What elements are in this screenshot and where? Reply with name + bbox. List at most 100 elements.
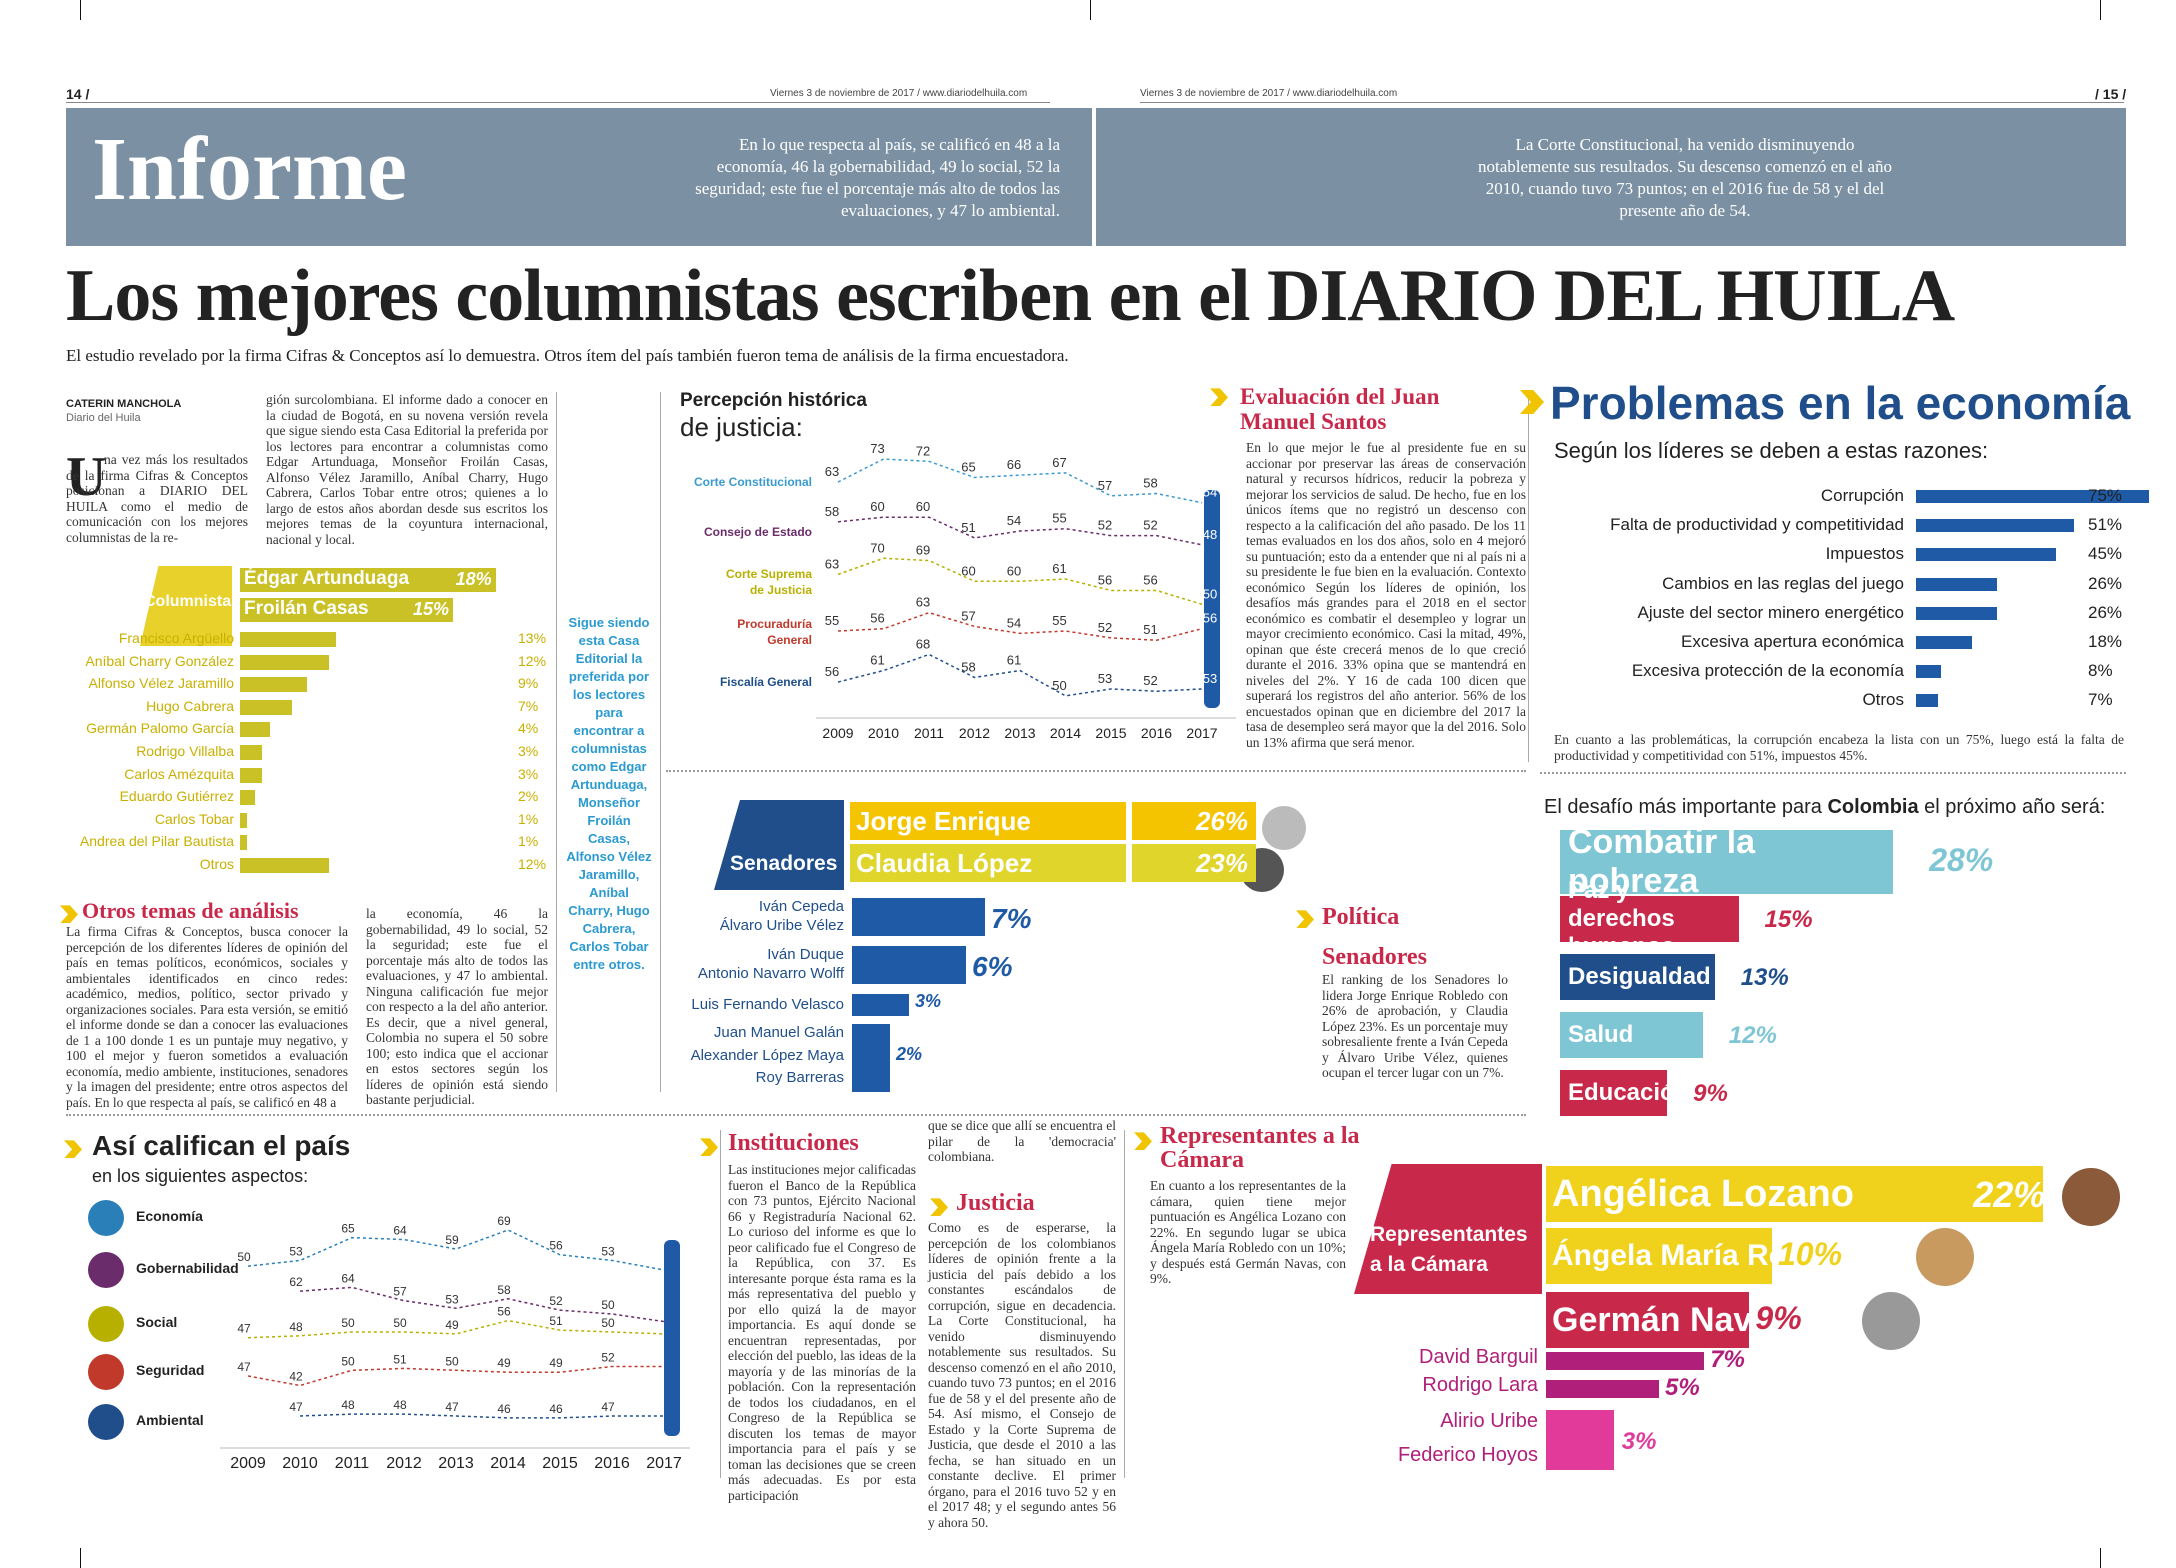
representante-bar: Angélica Lozano (1546, 1166, 2044, 1222)
representante-pct: 3% (1621, 1428, 1657, 1455)
problema-bar (1916, 665, 1941, 679)
columnist-top-bar: Froilán Casas (240, 598, 453, 622)
legend-label: Ambiental (136, 1412, 204, 1428)
data-label: 49 (497, 1356, 511, 1370)
folio-rule (1140, 102, 2124, 103)
series-line (299, 1413, 664, 1419)
series-line (299, 1286, 665, 1323)
data-label: 52 (681, 1351, 695, 1365)
data-label: 54 (1203, 485, 1217, 500)
chevron-icon (64, 1140, 82, 1159)
year-tick: 2009 (230, 1455, 266, 1472)
columnist-top-pct: 18% (455, 569, 492, 589)
columnist-bar (240, 632, 337, 647)
crop-mark (80, 1548, 81, 1568)
lead-col1: na vez más los resultados de la firma Ci… (66, 452, 248, 545)
problema-label: Otros (1862, 690, 1904, 710)
data-label: 47 (681, 1400, 695, 1414)
columnist-name: Rodrigo Villalba (136, 743, 234, 759)
year-tick: 2010 (282, 1455, 318, 1472)
series-name: Corte Suprema (726, 567, 812, 581)
politica-title: Política (1322, 904, 1400, 930)
columnist-top-pct: 15% (413, 599, 450, 619)
data-label: 50 (601, 1316, 615, 1330)
legend-label: Seguridad (136, 1362, 205, 1378)
problemas-subtitle: Según los líderes se deben a estas razon… (1554, 438, 1989, 463)
data-label: 72 (916, 443, 930, 458)
year-tick: 2011 (914, 725, 944, 741)
year-tick: 2012 (386, 1455, 422, 1472)
data-label: 66 (1007, 457, 1021, 472)
series-line (247, 1365, 664, 1387)
highlight-2017-bar (1204, 490, 1220, 708)
columnist-bar (240, 722, 270, 738)
year-tick: 2010 (868, 725, 899, 741)
data-label: 60 (961, 563, 975, 578)
senador-name: Álvaro Uribe Vélez (719, 917, 844, 934)
data-label: 52 (1143, 673, 1157, 688)
header-quote-left: En lo que respecta al país, se calificó … (695, 135, 1060, 220)
problema-label: Impuestos (1825, 544, 1904, 564)
desafio-title: El desafío más importante para Colombia … (1544, 796, 2106, 818)
data-label: 54 (1007, 615, 1021, 630)
data-label: 73 (870, 441, 884, 456)
desafio-pct: 9% (1693, 1080, 1728, 1107)
data-label: 50 (445, 1354, 459, 1368)
year-tick: 2015 (1095, 725, 1126, 741)
columnist-name: Eduardo Gutiérrez (119, 788, 234, 805)
data-label: 53 (601, 1244, 615, 1258)
evaluacion-heading (1210, 388, 1228, 407)
year-tick: 2015 (542, 1455, 578, 1472)
senador-pct: 3% (915, 991, 942, 1011)
problema-pct: 18% (2088, 632, 2123, 651)
senador-top-pct: 23% (1132, 844, 1256, 882)
columnist-pct: 1% (518, 810, 539, 827)
data-label: 63 (825, 556, 839, 571)
subheadline: El estudio revelado por la firma Cifras … (66, 346, 1069, 365)
data-label: 54 (1007, 513, 1021, 528)
folio-rule (66, 102, 1050, 103)
data-label: 50 (393, 1316, 407, 1330)
data-label: 50 (1052, 678, 1066, 693)
column-rule (1528, 392, 1529, 762)
columnist-name: Otros (199, 856, 234, 872)
representante-name: Federico Hoyos (1397, 1444, 1538, 1466)
data-label: 56 (1143, 572, 1157, 587)
year-tick: 2017 (646, 1455, 682, 1472)
columnist-pct: 7% (518, 697, 539, 714)
columnist-name: Alfonso Vélez Jaramillo (88, 675, 234, 692)
desafio-pct: 15% (1764, 906, 1813, 933)
representante-pct: 9% (1755, 1300, 1802, 1336)
data-label: 48 (289, 1320, 303, 1334)
senadores-label: Senadores (730, 852, 838, 875)
data-label: 58 (497, 1283, 511, 1297)
instituciones-heading (700, 1138, 718, 1157)
representante-name: David Barguil (1419, 1346, 1538, 1368)
representante-pct: 7% (1710, 1346, 1745, 1373)
data-label: 63 (916, 595, 930, 610)
columnist-bar (240, 790, 255, 806)
desafio-bar: Educación (1560, 1070, 1689, 1116)
data-label: 56 (549, 1239, 563, 1253)
data-label: 49 (445, 1318, 459, 1332)
desafio-pct: 28% (1929, 842, 1994, 878)
columnist-pct: 9% (518, 675, 539, 692)
columnist-bar (240, 699, 292, 715)
justicia-heading (930, 1198, 948, 1217)
evaluacion-text: En lo que mejor le fue al presidente fue… (1246, 440, 1526, 750)
data-label: 64 (393, 1224, 407, 1238)
problema-bar (1916, 519, 2075, 533)
data-label: 48 (681, 1254, 695, 1268)
data-label: 52 (1098, 620, 1112, 635)
data-label: 67 (1052, 455, 1066, 470)
columnist-name: Aníbal Charry González (85, 652, 234, 669)
divider (66, 1114, 1526, 1116)
data-label: 56 (1203, 611, 1217, 626)
problema-pct: 8% (2088, 661, 2113, 681)
senador-name: Iván Duque (767, 946, 844, 963)
problema-pct: 26% (2088, 573, 2123, 593)
data-label: 47 (237, 1322, 251, 1336)
problemas-title: Problemas en la economía (1550, 377, 2131, 429)
data-label: 47 (237, 1360, 251, 1374)
problema-bar (1916, 548, 2056, 562)
